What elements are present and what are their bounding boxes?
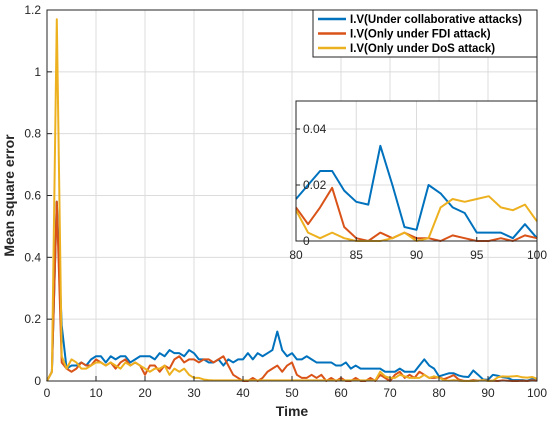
inset-x-tick-label: 85 <box>350 248 364 262</box>
legend-box <box>312 9 538 58</box>
y-tick-label: 0.8 <box>24 127 41 141</box>
y-tick-label: 0.4 <box>24 250 41 264</box>
y-tick-label: 0.6 <box>24 189 41 203</box>
main-ticks: 0 10 20 30 40 50 60 70 80 90 100 0 0.2 0.4 0.6 0.8 1 1.2 <box>24 3 547 400</box>
inset-series-line-1 <box>295 144 538 240</box>
x-tick-label: 40 <box>236 386 250 400</box>
series-line-1 <box>46 200 538 382</box>
inset-y-tick-label: 0.04 <box>303 122 327 136</box>
inset-x-tick-label: 95 <box>470 248 484 262</box>
y-tick-label: 0.2 <box>24 312 41 326</box>
inset-y-tick-label: 0 <box>303 234 310 248</box>
y-tick-label: 0 <box>34 374 41 388</box>
inset-x-tick-label: 90 <box>410 248 424 262</box>
y-axis-label: Mean square error <box>1 134 17 257</box>
x-tick-label: 20 <box>138 386 152 400</box>
inset-ticks: 80 85 90 95 100 0 0.02 0.04 <box>289 122 547 262</box>
legend-label-3: I.V(Only under DoS attack) <box>350 43 495 55</box>
x-tick-label: 0 <box>44 386 51 400</box>
x-tick-label: 80 <box>432 386 446 400</box>
x-tick-label: 90 <box>481 386 495 400</box>
x-tick-label: 70 <box>383 386 397 400</box>
inset-x-tick-label: 100 <box>527 248 547 262</box>
x-tick-label: 10 <box>89 386 103 400</box>
y-tick-label: 1.2 <box>24 3 41 17</box>
legend: I.V(Under collaborative attacks) I.V(Only… <box>312 9 538 58</box>
x-tick-label: 50 <box>285 386 299 400</box>
x-tick-label: 30 <box>187 386 201 400</box>
x-tick-label: 100 <box>527 386 547 400</box>
inset-y-tick-label: 0.02 <box>303 178 327 192</box>
inset-zoom-plot: 80 85 90 95 100 0 0.02 0.04 <box>289 100 547 262</box>
inset-x-tick-label: 80 <box>289 248 303 262</box>
legend-label-1: I.V(Under collaborative attacks) <box>350 14 522 26</box>
x-axis-label: Time <box>276 403 309 419</box>
y-tick-label: 1 <box>34 65 41 79</box>
x-tick-label: 60 <box>334 386 348 400</box>
legend-label-2: I.V(Only under FDI attack) <box>350 29 491 41</box>
